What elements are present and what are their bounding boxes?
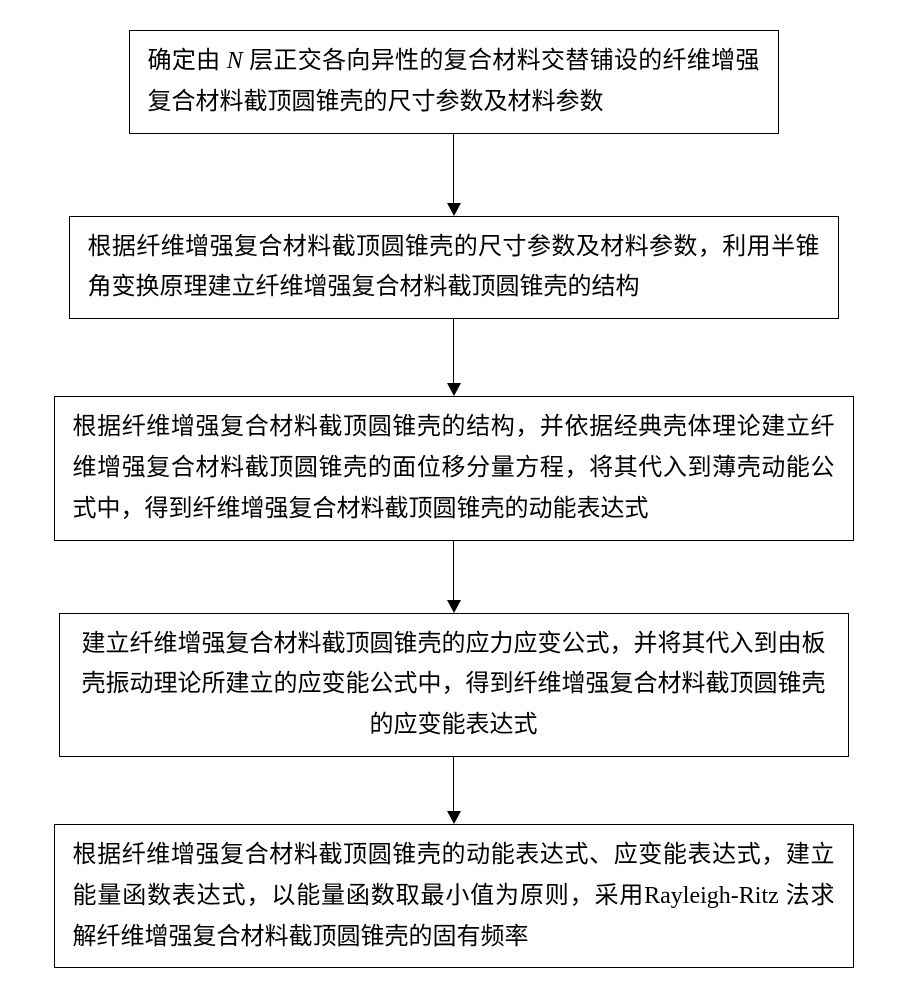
arrow-4-head <box>447 811 461 824</box>
box2-text: 根据纤维增强复合材料截顶圆锥壳的尺寸参数及材料参数，利用半锥角变换原理建立纤维增… <box>88 234 820 301</box>
arrow-2-line <box>453 319 455 384</box>
flow-box-5: 根据纤维增强复合材料截顶圆锥壳的动能表达式、应变能表达式，建立能量函数表达式，以… <box>54 824 854 968</box>
arrow-4-line <box>453 757 455 812</box>
flowchart-container: 确定由 N 层正交各向异性的复合材料交替铺设的纤维增强复合材料截顶圆锥壳的尺寸参… <box>0 0 907 968</box>
box1-text-pre: 确定由 <box>148 48 227 74</box>
flow-box-2: 根据纤维增强复合材料截顶圆锥壳的尺寸参数及材料参数，利用半锥角变换原理建立纤维增… <box>69 216 839 320</box>
flow-box-3: 根据纤维增强复合材料截顶圆锥壳的结构，并依据经典壳体理论建立纤维增强复合材料截顶… <box>54 396 854 540</box>
arrow-1-head <box>447 203 461 216</box>
flow-box-1: 确定由 N 层正交各向异性的复合材料交替铺设的纤维增强复合材料截顶圆锥壳的尺寸参… <box>129 30 779 134</box>
arrow-2-head <box>447 383 461 396</box>
box1-italic-N: N <box>227 48 243 74</box>
box3-text: 根据纤维增强复合材料截顶圆锥壳的结构，并依据经典壳体理论建立纤维增强复合材料截顶… <box>73 414 835 522</box>
arrow-2 <box>447 319 461 396</box>
arrow-3-head <box>447 600 461 613</box>
arrow-3-line <box>453 541 455 601</box>
arrow-4 <box>447 757 461 824</box>
arrow-1 <box>447 134 461 216</box>
box4-text: 建立纤维增强复合材料截顶圆锥壳的应力应变公式，并将其代入到由板壳振动理论所建立的… <box>82 631 826 739</box>
arrow-1-line <box>453 134 455 204</box>
arrow-3 <box>447 541 461 613</box>
box5-text: 根据纤维增强复合材料截顶圆锥壳的动能表达式、应变能表达式，建立能量函数表达式，以… <box>73 842 835 950</box>
flow-box-4: 建立纤维增强复合材料截顶圆锥壳的应力应变公式，并将其代入到由板壳振动理论所建立的… <box>59 613 849 757</box>
